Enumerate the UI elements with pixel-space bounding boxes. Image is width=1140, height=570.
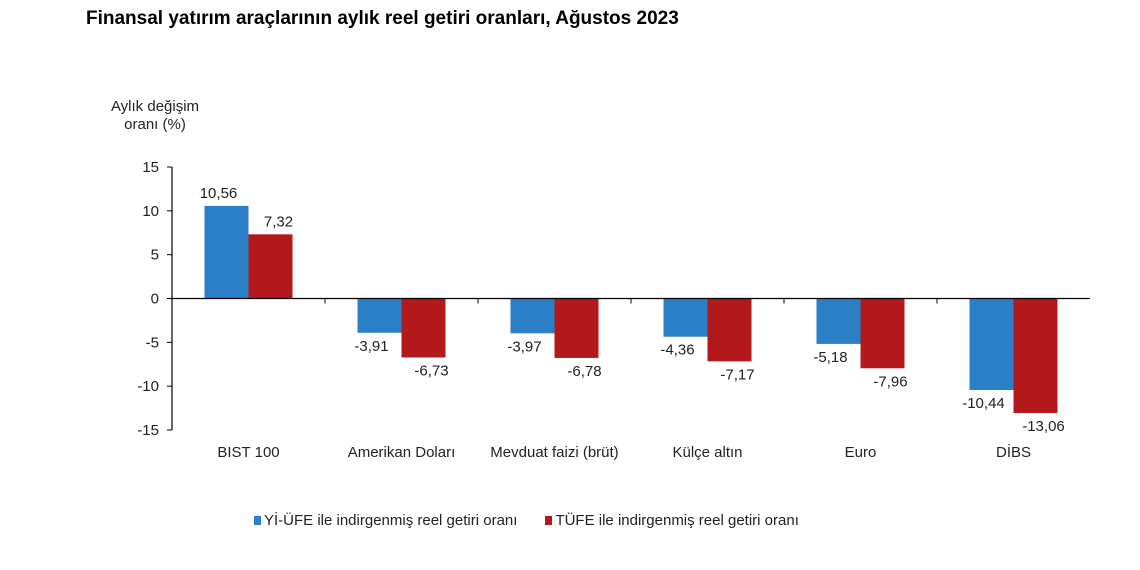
data-label: -13,06: [1022, 418, 1065, 435]
y-tick-label: -15: [137, 422, 159, 439]
data-label: -3,97: [507, 338, 541, 355]
y-tick-label: 10: [142, 203, 159, 220]
legend-label: Yİ-ÜFE ile indirgenmiş reel getiri oranı: [264, 512, 518, 529]
bar-tufe: [248, 234, 293, 299]
chart-title: Finansal yatırım araçlarının aylık reel …: [86, 8, 679, 29]
bar-yiufe: [510, 298, 555, 334]
data-label: -7,96: [873, 373, 907, 390]
bar-tufe: [707, 298, 752, 362]
legend-swatch: [254, 516, 261, 525]
y-tick-label: 5: [151, 247, 159, 264]
y-axis-label-line2: oranı (%): [124, 116, 186, 133]
data-label: -4,36: [660, 342, 694, 359]
y-tick-label: 15: [142, 159, 159, 176]
data-label: -7,17: [720, 366, 754, 383]
data-label: -6,73: [414, 362, 448, 379]
data-label: -10,44: [962, 395, 1005, 412]
y-axis-label-line1: Aylık değişim: [110, 98, 200, 115]
y-tick-label: -10: [137, 378, 159, 395]
legend: Yİ-ÜFE ile indirgenmiş reel getiri oranı…: [254, 512, 799, 529]
x-tick-label: Külçe altın: [672, 444, 742, 461]
bar-tufe: [401, 298, 446, 358]
x-tick-label: Amerikan Doları: [348, 444, 456, 461]
bar-yiufe: [204, 205, 249, 299]
bar-tufe: [860, 298, 905, 369]
y-tick-label: -5: [146, 334, 159, 351]
legend-item-tufe: TÜFE ile indirgenmiş reel getiri oranı: [545, 512, 799, 529]
y-tick-label: 0: [151, 291, 159, 308]
y-axis-label: Aylık değişim oranı (%): [100, 98, 210, 134]
x-tick-label: DİBS: [996, 443, 1031, 461]
bar-yiufe: [357, 298, 402, 333]
data-label: -3,91: [354, 338, 388, 355]
legend-swatch: [545, 516, 553, 525]
data-label: -6,78: [567, 363, 601, 380]
legend-label: TÜFE ile indirgenmiş reel getiri oranı: [555, 512, 799, 529]
bar-yiufe: [663, 298, 708, 337]
bar-tufe: [1013, 298, 1058, 413]
x-tick-label: BIST 100: [217, 444, 279, 461]
x-tick-label: Euro: [845, 444, 877, 461]
data-label: 7,32: [264, 213, 293, 230]
legend-item-yiufe: Yİ-ÜFE ile indirgenmiş reel getiri oranı: [254, 512, 517, 529]
data-label: 10,56: [200, 185, 238, 202]
data-label: -5,18: [813, 349, 847, 366]
bar-tufe: [554, 298, 599, 358]
bar-yiufe: [969, 298, 1014, 391]
x-tick-label: Mevduat faizi (brüt): [490, 444, 618, 461]
bar-yiufe: [816, 298, 861, 344]
